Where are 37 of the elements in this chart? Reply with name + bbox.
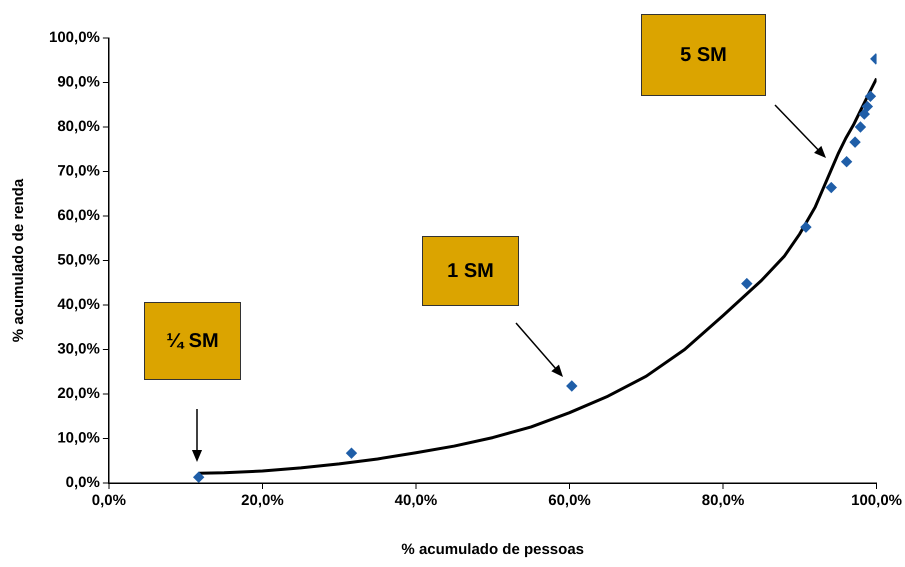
note-box: ¼ SM	[144, 302, 241, 380]
x-tick-label: 60,0%	[548, 492, 591, 510]
y-tick-label: 30,0%	[57, 340, 100, 358]
y-tick-label: 70,0%	[57, 162, 100, 180]
point	[741, 278, 752, 290]
y-tick-label: 60,0%	[57, 207, 100, 224]
y-tick-label: 40,0%	[57, 296, 100, 314]
point	[858, 108, 870, 120]
point	[850, 136, 861, 148]
y-tick-label: 80,0%	[57, 118, 100, 136]
x-axis-title: % acumulado de pessoas	[401, 541, 584, 558]
point	[864, 90, 876, 102]
annotation: ¼ SM	[166, 330, 219, 352]
point	[566, 380, 578, 392]
x-tick-label: 0,0%	[92, 492, 126, 510]
y-axis-title: % acumulado de renda	[10, 178, 28, 342]
y-tick-label: 100,0%	[49, 29, 100, 46]
x-tick-label: 100,0%	[851, 492, 902, 510]
y-tick-label: 90,0%	[57, 74, 100, 91]
note-box: 5 SM	[641, 14, 766, 96]
x-tick-label: 40,0%	[394, 492, 438, 510]
note-box: 1 SM	[422, 236, 519, 306]
x-tick-label: 20,0%	[241, 492, 284, 510]
y-tick-label: 20,0%	[57, 385, 100, 402]
point	[193, 472, 204, 483]
point	[800, 222, 812, 233]
y-tick-label: 50,0%	[57, 252, 100, 269]
point	[854, 122, 866, 132]
point	[862, 101, 873, 112]
annotation: 1 SM	[447, 260, 494, 282]
y-tick-label: 0,0%	[66, 474, 100, 492]
point	[841, 156, 852, 168]
point	[346, 448, 357, 459]
x-tick-label: 80,0%	[702, 492, 744, 510]
y-tick-label: 10,0%	[57, 430, 100, 447]
annotation: 5 SM	[680, 44, 727, 66]
point	[826, 182, 837, 194]
